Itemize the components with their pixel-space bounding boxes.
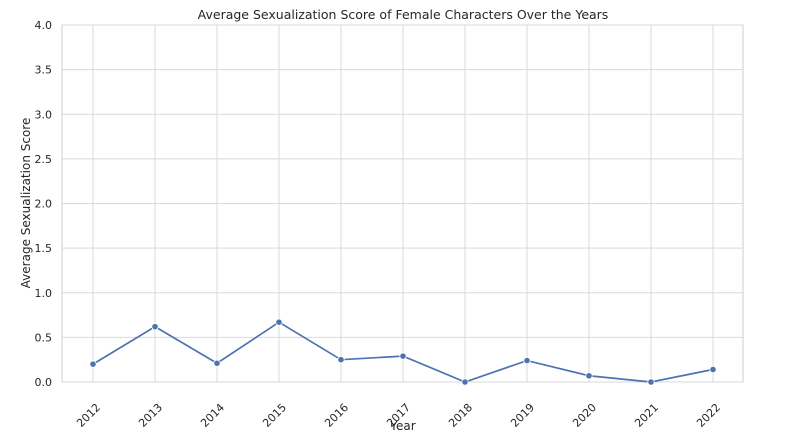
tick-labels: 0.0 0.5 1.0 1.5 2.0 2.5 3.0 3.5 4.0 2012 2013 2014 2… (35, 19, 724, 430)
x-tick-label: 2020 (570, 401, 599, 430)
x-tick-label: 2014 (198, 401, 227, 430)
y-tick-label: 1.0 (35, 287, 53, 300)
data-point (647, 378, 655, 386)
x-tick-label: 2012 (74, 401, 103, 430)
data-point (461, 378, 469, 386)
data-point (399, 352, 407, 360)
y-tick-label: 0.5 (35, 331, 53, 344)
y-tick-label: 3.5 (35, 64, 53, 77)
x-tick-label: 2013 (136, 401, 165, 430)
x-tick-label: 2022 (694, 401, 723, 430)
data-point (213, 359, 221, 367)
x-tick-label: 2016 (322, 401, 351, 430)
y-tick-label: 2.5 (35, 153, 53, 166)
y-axis-label: Average Sexualization Score (19, 118, 33, 289)
x-tick-label: 2021 (632, 401, 661, 430)
x-tick-label: 2019 (508, 401, 537, 430)
data-point (709, 365, 717, 374)
data-point (585, 372, 593, 380)
data-point (337, 356, 345, 364)
x-tick-label: 2015 (260, 401, 289, 430)
data-point (151, 323, 159, 331)
x-axis-label: Year (389, 419, 415, 433)
data-point (275, 318, 283, 326)
y-tick-label: 1.5 (35, 242, 53, 255)
data-points (89, 318, 717, 386)
grid-lines (62, 24, 743, 383)
x-tick-label: 2018 (446, 401, 475, 430)
y-tick-label: 2.0 (35, 198, 53, 211)
chart-title: Average Sexualization Score of Female Ch… (198, 7, 609, 22)
y-tick-label: 0.0 (35, 376, 53, 389)
y-tick-label: 3.0 (35, 108, 53, 121)
y-tick-label: 4.0 (35, 19, 53, 32)
data-point (89, 360, 97, 368)
data-point (523, 356, 531, 365)
